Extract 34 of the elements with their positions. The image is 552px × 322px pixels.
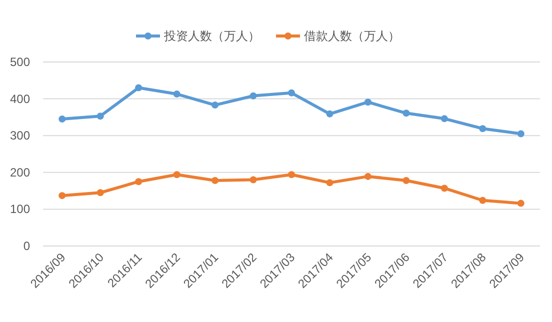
point — [212, 176, 219, 184]
point — [440, 184, 448, 192]
point — [440, 115, 448, 122]
point — [326, 179, 334, 186]
y-tick-label: 500 — [10, 55, 30, 69]
point — [96, 112, 104, 120]
legend-label: 借款人数（万人） — [304, 29, 400, 43]
point — [250, 176, 257, 184]
point — [96, 189, 104, 196]
point — [135, 178, 142, 186]
y-tick-label: 200 — [10, 165, 30, 180]
point — [402, 110, 410, 117]
point — [212, 102, 219, 109]
point — [173, 171, 180, 178]
point — [364, 172, 372, 180]
point — [517, 200, 524, 207]
point — [58, 116, 66, 123]
y-tick-label: 300 — [10, 128, 30, 143]
y-tick-label: 100 — [10, 202, 30, 216]
point — [135, 84, 142, 92]
point — [250, 92, 257, 100]
point — [479, 125, 486, 132]
point — [173, 90, 180, 98]
point — [58, 192, 66, 200]
point — [364, 98, 372, 106]
legend-label: 投资人数（万人） — [163, 29, 260, 43]
point — [326, 110, 334, 118]
y-tick-label: 0 — [23, 239, 30, 253]
point — [517, 130, 524, 138]
point — [402, 176, 410, 184]
point — [479, 196, 486, 204]
y-tick-label: 400 — [10, 92, 30, 106]
point — [288, 171, 295, 178]
point — [288, 89, 295, 96]
